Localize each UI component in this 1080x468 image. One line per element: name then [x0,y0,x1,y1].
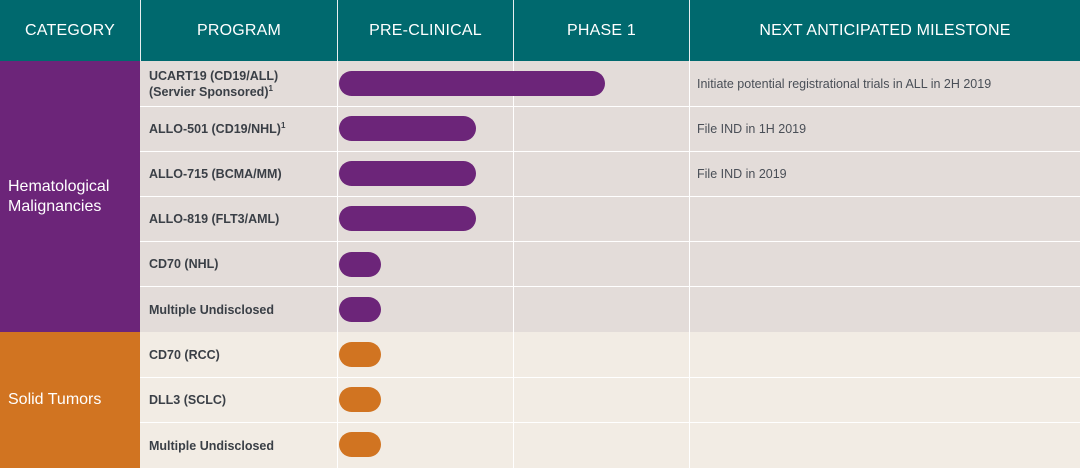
header-program: PROGRAM [140,0,337,61]
table-row [140,61,1080,106]
program-allo-501: ALLO-501 (CD19/NHL)1 [149,106,285,151]
program-multiple-undisclosed-heme: Multiple Undisclosed [149,287,274,332]
program-label: CD70 (RCC) [149,347,220,362]
column-divider [337,61,338,468]
program-label: ALLO-715 (BCMA/MM) [149,166,282,181]
progress-bar-multiple-undisclosed-heme [339,297,381,322]
progress-bar-allo-501 [339,116,476,141]
program-cd70-nhl: CD70 (NHL) [149,241,218,286]
table-row [140,241,1080,286]
header-preclinical: PRE-CLINICAL [337,0,513,61]
program-ucart19: UCART19 (CD19/ALL) (Servier Sponsored)1 [149,61,278,106]
program-allo-819: ALLO-819 (FLT3/AML) [149,196,279,241]
progress-bar-dll3-sclc [339,387,381,412]
progress-bar-ucart19 [339,71,605,96]
column-divider [689,61,690,468]
header-milestone: NEXT ANTICIPATED MILESTONE [689,0,1080,61]
program-label-line2: (Servier Sponsored) [149,84,269,99]
progress-bar-allo-715 [339,161,476,186]
program-label: Multiple Undisclosed [149,302,275,317]
program-label: ALLO-501 (CD19/NHL) [149,121,281,136]
column-divider [513,61,514,468]
category-hematological-line1: Hematological [8,177,110,195]
table-row [140,377,1080,422]
program-cd70-rcc: CD70 (RCC) [149,332,220,377]
progress-bar-cd70-rcc [339,342,381,367]
milestone-ucart19: Initiate potential registrational trials… [697,76,992,91]
footnote-marker: 1 [280,120,286,130]
program-dll3-sclc: DLL3 (SCLC) [149,377,226,422]
footnote-marker: 1 [268,83,273,93]
program-label: ALLO-819 (FLT3/AML) [149,211,280,226]
progress-bar-multiple-undisclosed-solid [339,432,381,457]
category-solid-label: Solid Tumors [8,391,102,408]
program-allo-715: ALLO-715 (BCMA/MM) [149,151,282,196]
table-row [140,332,1080,377]
category-solid-tumors: Solid Tumors [0,332,140,468]
milestone-allo-501: File IND in 1H 2019 [697,121,807,136]
progress-bar-cd70-nhl [339,252,381,277]
program-multiple-undisclosed-solid: Multiple Undisclosed [149,423,274,468]
program-label: DLL3 (SCLC) [149,392,227,407]
program-label: CD70 (NHL) [149,256,219,271]
header-category: CATEGORY [0,0,140,61]
table-row [140,196,1080,241]
header-phase1: PHASE 1 [513,0,689,61]
table-row [140,422,1080,468]
category-hematological-line2: Malignancies [8,197,102,215]
milestone-allo-715: File IND in 2019 [697,166,787,181]
program-label: Multiple Undisclosed [149,438,275,453]
table-row [140,286,1080,332]
program-label: UCART19 (CD19/ALL) [149,68,279,83]
table-row [140,106,1080,151]
progress-bar-allo-819 [339,206,476,231]
category-hematological: Hematological Malignancies [0,61,140,332]
table-row [140,151,1080,196]
